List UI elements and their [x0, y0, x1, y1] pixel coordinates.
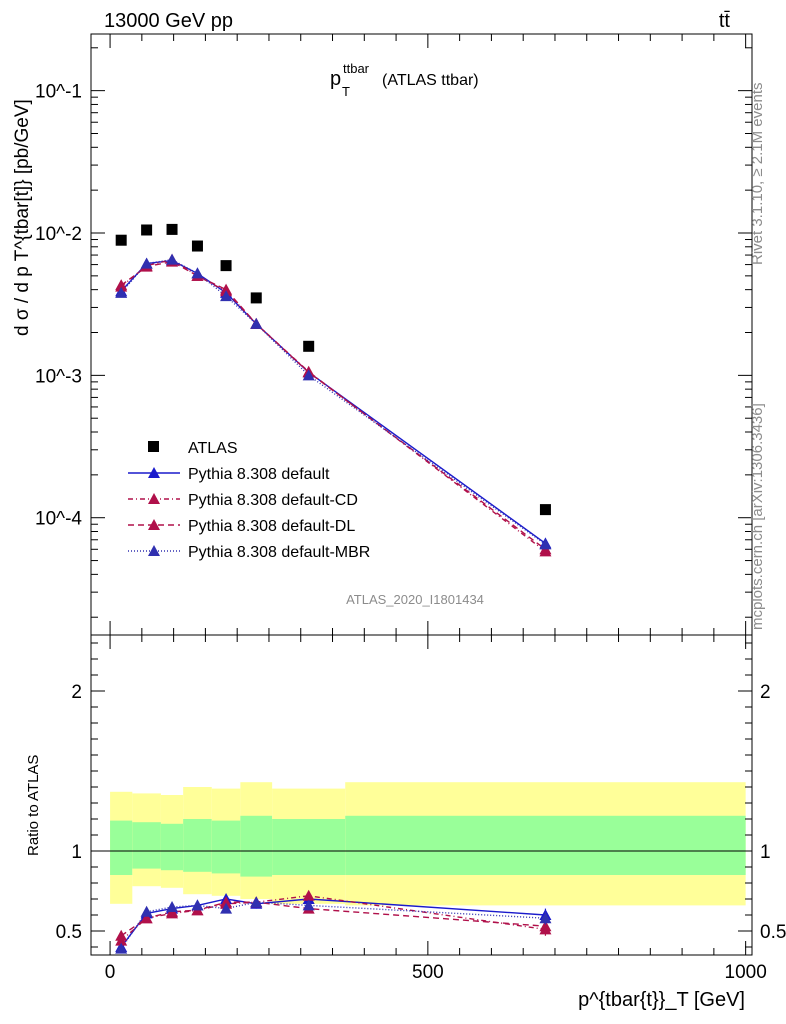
y-axis-label-ratio: Ratio to ATLAS	[25, 755, 42, 856]
series-line-2	[120, 258, 546, 552]
ratio-line-3	[120, 901, 546, 949]
atlas-point	[539, 504, 551, 516]
mcplots-label: mcplots.cern.ch [arXiv:1306.3436]	[749, 403, 766, 630]
legend-label-cd: Pythia 8.308 default-CD	[188, 492, 358, 509]
band-green-7	[345, 815, 746, 875]
legend-label-dl: Pythia 8.308 default-DL	[188, 518, 355, 535]
series-point-4	[539, 538, 552, 550]
ratio-point-2	[140, 912, 153, 924]
legend-marker-2	[148, 493, 160, 504]
band-green-4	[211, 820, 241, 874]
y-tick-1e-3: 10^-3	[35, 366, 82, 387]
series-point-4	[302, 369, 315, 381]
legend: ATLAS Pythia 8.308 default Pythia 8.308 …	[128, 440, 370, 561]
legend-marker-4	[148, 545, 160, 556]
ratio-tick-1-right: 1	[760, 842, 771, 863]
ratio-point-3	[140, 905, 153, 917]
plot-title-main: p	[330, 68, 341, 90]
ratio-tick-2-left: 2	[71, 682, 82, 703]
x-tick-500: 500	[412, 962, 444, 983]
ratio-point-2	[115, 929, 128, 941]
atlas-point	[220, 260, 232, 272]
series-point-4	[140, 257, 153, 269]
ratio-point-2	[220, 896, 233, 908]
legend-marker-3	[148, 519, 160, 530]
atlas-point	[191, 240, 203, 252]
series-point-4	[250, 317, 263, 329]
atlas-point	[166, 223, 178, 235]
y-axis-label-main: d σ / d p T^{tbar[t]} [pb/GeV]	[12, 99, 33, 336]
series-point-4	[220, 290, 233, 302]
ratio-point-3	[166, 901, 179, 912]
band-green-3	[183, 819, 212, 872]
series-point-3	[115, 279, 128, 291]
rivet-label: Rivet 3.1.10, ≥ 2.1M events	[749, 83, 766, 266]
legend-label-mbr: Pythia 8.308 default-MBR	[188, 544, 370, 561]
legend-label-atlas: ATLAS	[188, 440, 238, 457]
atlas-point	[250, 292, 262, 304]
ratio-point-3	[302, 899, 315, 911]
ylabel-main-text: d σ / d p T^{tbar[t]} [pb/GeV]	[12, 99, 33, 336]
band-green-5	[240, 815, 273, 877]
ratio-point-3	[539, 912, 552, 924]
energy-label: 13000 GeV pp	[104, 10, 233, 32]
ratio-point-3	[191, 899, 204, 911]
series-point-4	[115, 286, 128, 298]
ratio-uncertainty-bands	[110, 782, 746, 906]
series-point-3	[220, 283, 233, 295]
x-axis-label: p^{tbar{t}}_T [GeV]	[578, 989, 745, 1011]
plot-title-rest: (ATLAS ttbar)	[382, 72, 479, 89]
ratio-tick-0p5-left: 0.5	[56, 922, 82, 943]
legend-marker-atlas	[148, 441, 159, 452]
ratio-point-1	[302, 889, 315, 901]
atlas-point	[115, 234, 127, 246]
analysis-label: ATLAS_2020_I1801434	[346, 592, 484, 607]
band-green-0	[110, 820, 133, 875]
ratio-tick-0p5-right: 0.5	[760, 922, 786, 943]
legend-label-default: Pythia 8.308 default	[188, 466, 330, 483]
ratio-line-0	[120, 898, 546, 948]
axis-ticks	[91, 34, 752, 955]
band-green-1	[132, 822, 161, 869]
y-tick-1e-4: 10^-4	[35, 509, 82, 530]
ratio-point-3	[250, 896, 263, 908]
band-green-2	[160, 823, 184, 871]
ratio-tick-1-left: 1	[71, 842, 82, 863]
plot-title-sup: ttbar	[343, 61, 370, 76]
ratio-point-3	[115, 942, 128, 954]
band-green-6	[272, 819, 346, 875]
legend-marker-1	[148, 467, 160, 478]
ratio-point-3	[220, 902, 233, 914]
ratio-tick-2-right: 2	[760, 682, 771, 703]
series-line-4	[120, 258, 546, 545]
y-tick-1e-1: 10^-1	[35, 82, 82, 103]
x-tick-1000: 1000	[725, 962, 767, 983]
plot-title-sub: T	[342, 84, 350, 99]
data-markers	[115, 223, 552, 954]
plot-title: p ttbar T (ATLAS ttbar)	[330, 61, 479, 99]
ratio-plot-frame	[90, 634, 753, 956]
y-tick-1e-2: 10^-2	[35, 224, 82, 245]
x-tick-0: 0	[105, 962, 116, 983]
series-point-4	[166, 253, 179, 265]
series-point-4	[191, 267, 204, 279]
ratio-point-2	[539, 920, 552, 932]
process-label: tt̄	[719, 10, 731, 32]
atlas-point	[141, 224, 153, 236]
atlas-point	[303, 340, 315, 352]
